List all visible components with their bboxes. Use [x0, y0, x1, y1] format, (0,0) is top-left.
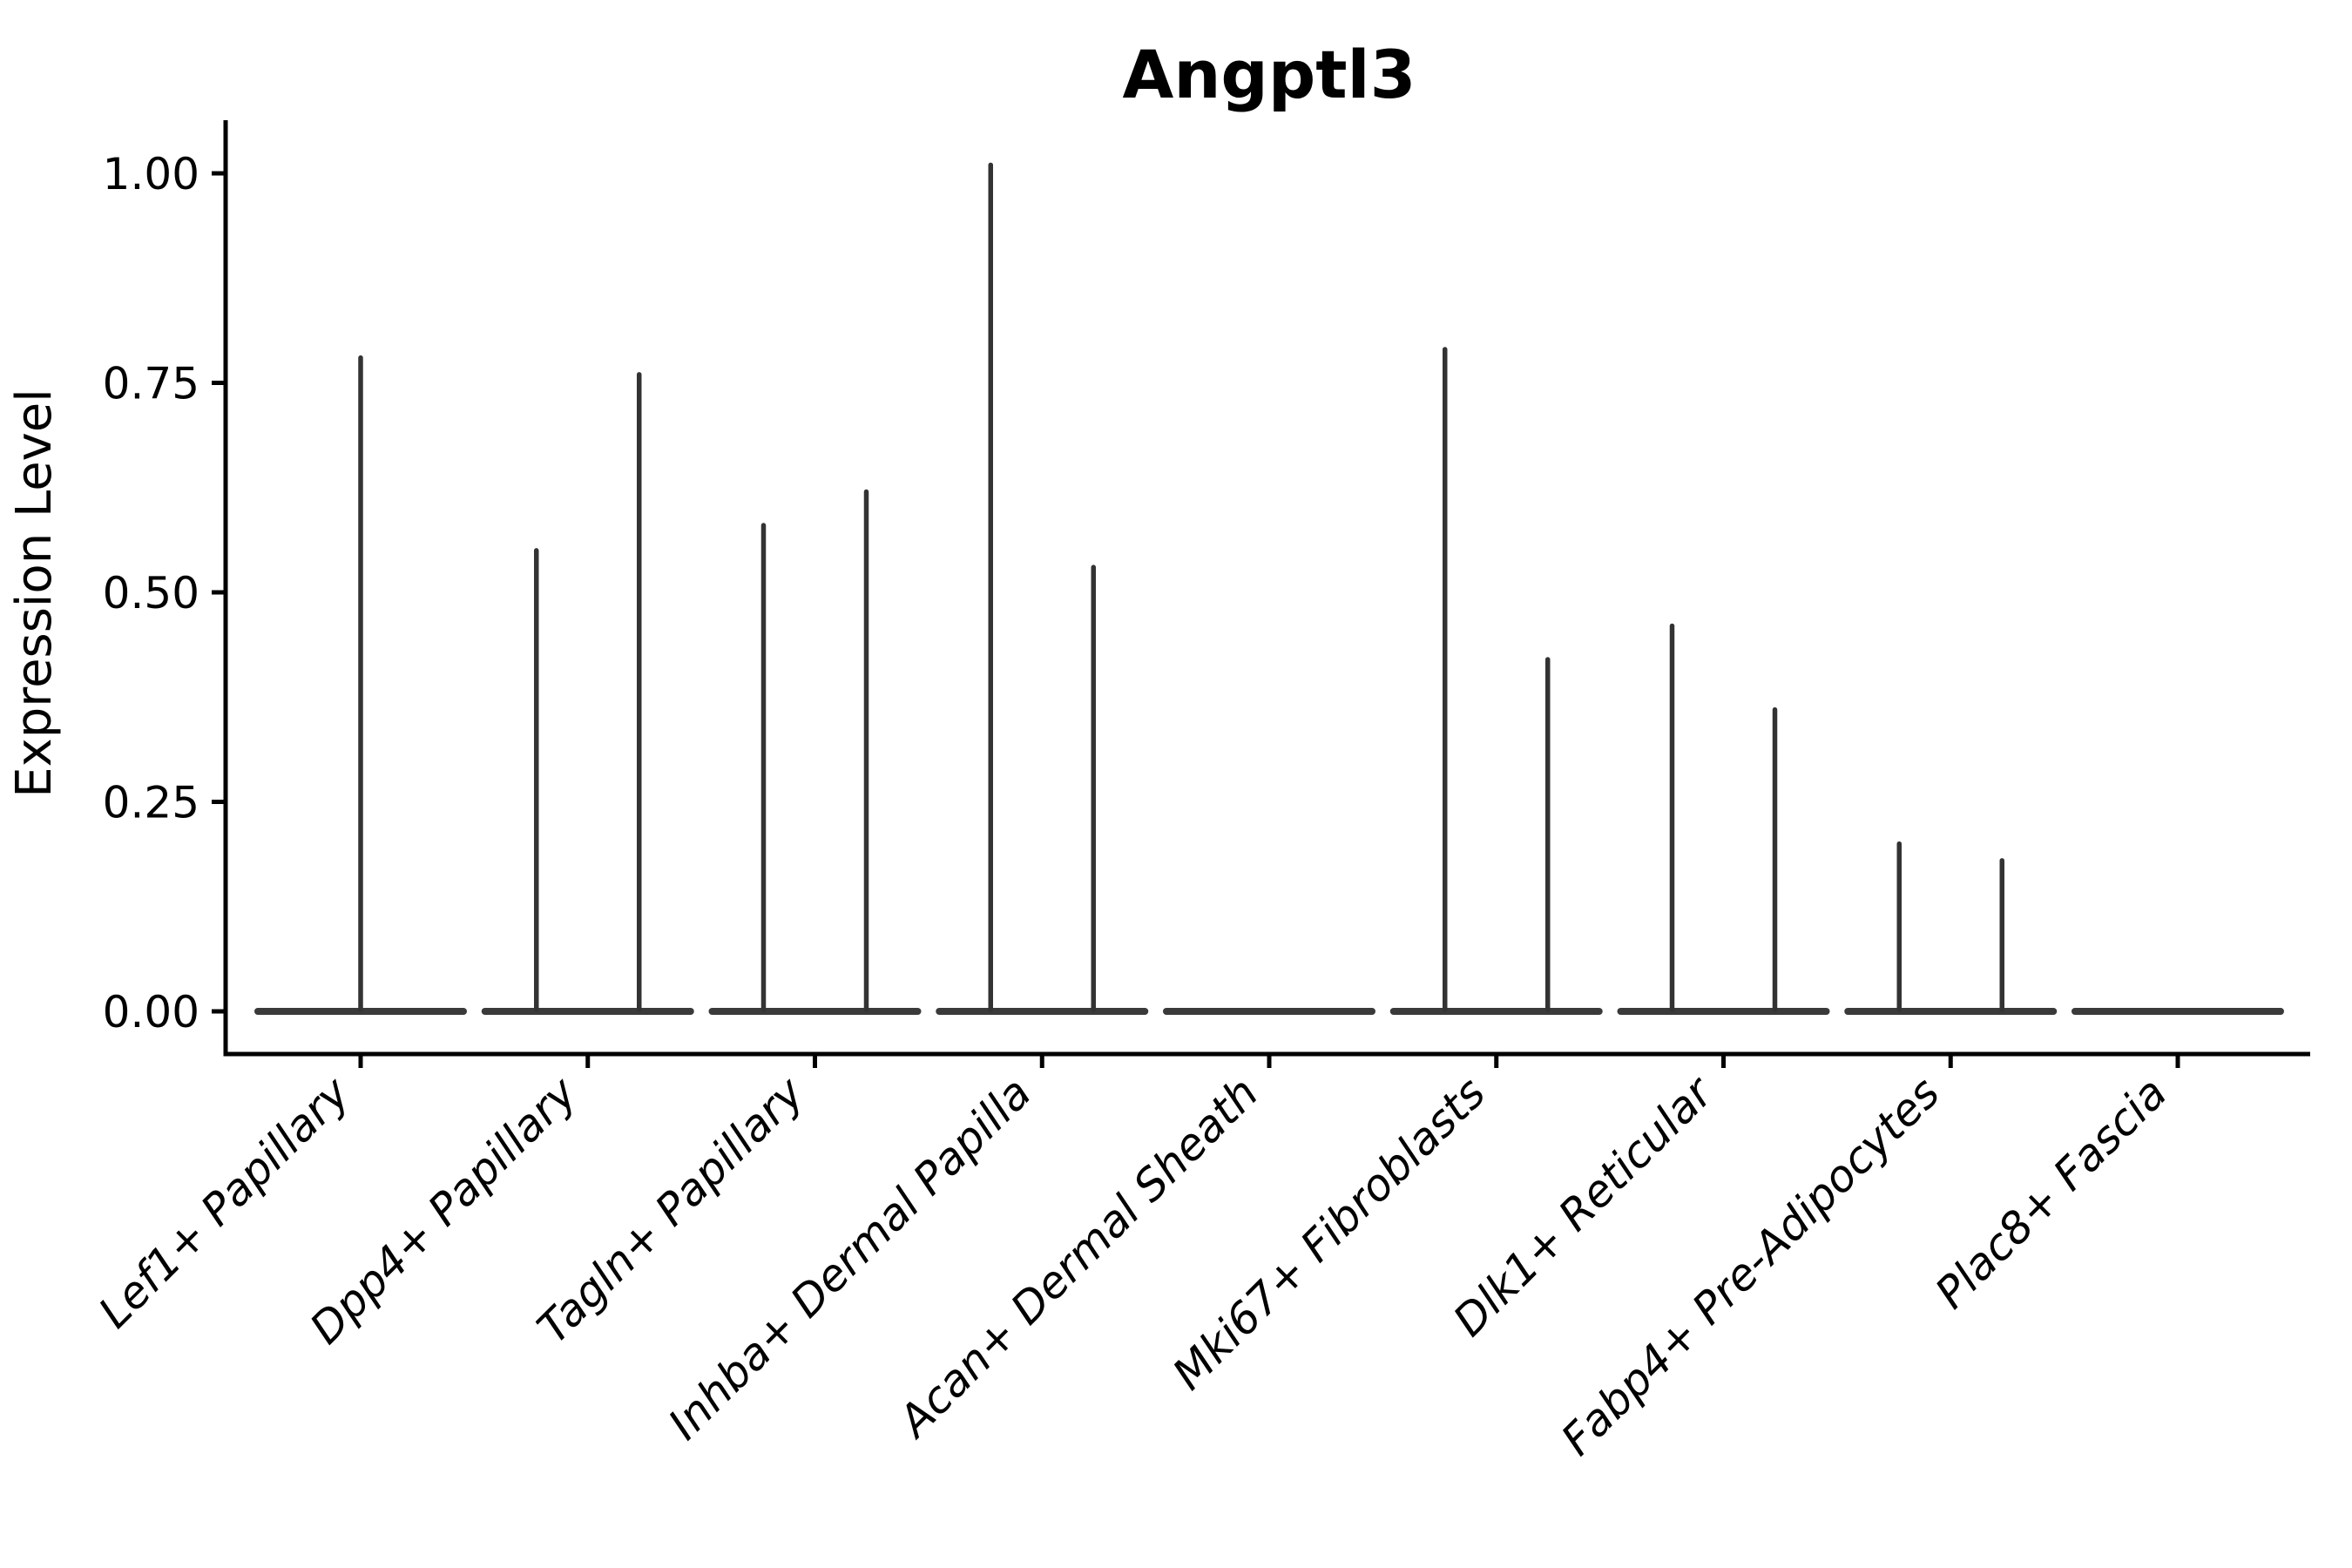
- y-axis: 1.00 0.75 0.50 0.25 0.00: [103, 149, 226, 1037]
- x-tick-label: Inhba+ Dermal Papilla: [659, 1067, 1040, 1449]
- x-tick-label: Fabp4+ Pre-Adipocytes: [1551, 1067, 1950, 1465]
- x-tick-label: Plac8+ Fascia: [1926, 1067, 2177, 1318]
- x-tick-label: Acan+ Dermal Sheath: [888, 1067, 1268, 1448]
- y-tick-label: 0.75: [103, 359, 199, 409]
- x-tick-label: Lef1+ Papillary: [89, 1066, 360, 1337]
- violin: [481, 372, 694, 1015]
- y-axis-label: Expression Level: [6, 389, 63, 798]
- y-tick-label: 0.50: [103, 568, 199, 618]
- violin: [936, 162, 1149, 1015]
- chart-title: Angptl3: [1123, 36, 1416, 113]
- y-tick-label: 1.00: [103, 149, 199, 199]
- violin: [708, 489, 922, 1015]
- violin: [1617, 623, 1830, 1015]
- violins: [254, 162, 2284, 1015]
- y-tick-label: 0.00: [103, 987, 199, 1037]
- axis-spines: [223, 120, 2310, 1057]
- y-tick-label: 0.25: [103, 778, 199, 828]
- violin: [1389, 347, 1603, 1015]
- violin: [254, 355, 467, 1015]
- violin: [1844, 841, 2058, 1015]
